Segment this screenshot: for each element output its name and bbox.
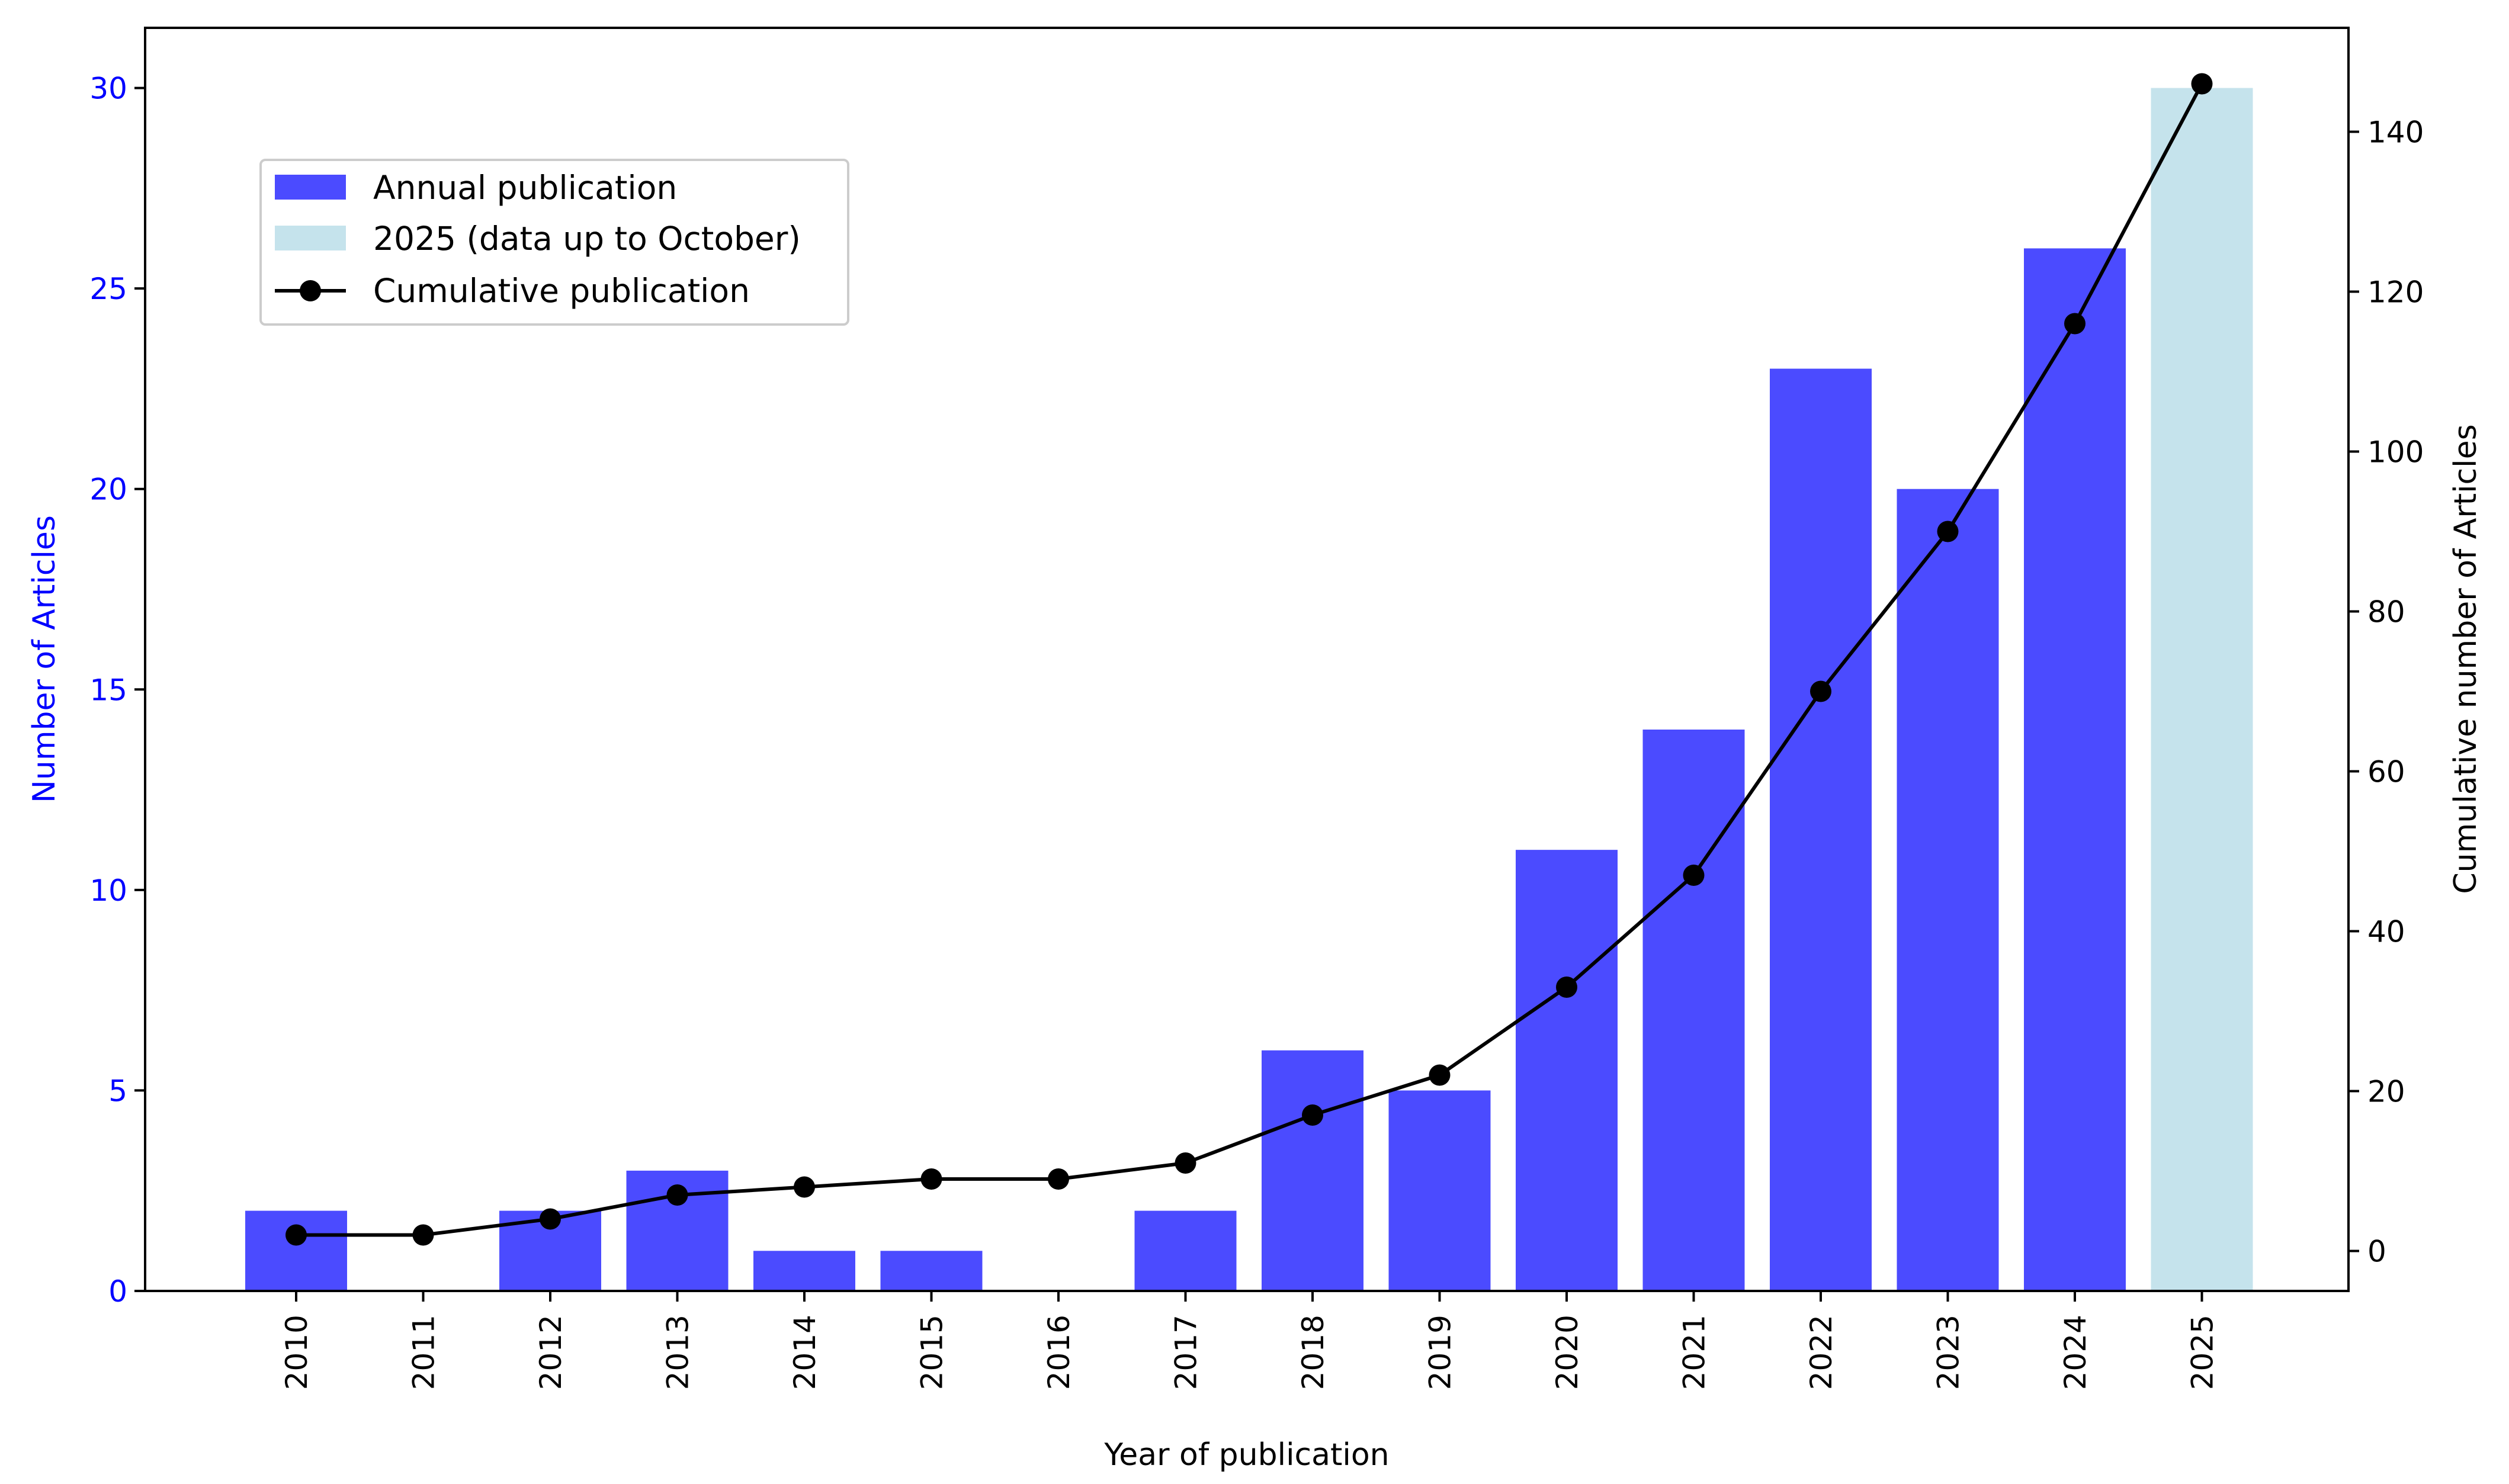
bar-annual-2020 <box>1516 850 1618 1291</box>
cumulative-point-2021 <box>1683 865 1705 886</box>
x-tick-label-2023: 2023 <box>1932 1315 1966 1390</box>
plot-frame <box>144 27 2350 1292</box>
x-tick-label-2015: 2015 <box>915 1315 949 1390</box>
bar-annual-2014 <box>753 1251 855 1291</box>
x-tick-label-2017: 2017 <box>1169 1315 1204 1390</box>
left-y-axis: 0 5 10 15 20 25 30 <box>89 72 145 1309</box>
x-tick-label-2014: 2014 <box>788 1315 822 1390</box>
right-tick-label-80: 80 <box>2367 595 2405 629</box>
right-tick-label-100: 100 <box>2367 435 2424 470</box>
cumulative-point-2022 <box>1810 680 1831 702</box>
legend: Annual publication 2025 (data up to Octo… <box>259 159 849 326</box>
cumulative-line-layer <box>285 73 2213 1246</box>
right-tick-label-140: 140 <box>2367 115 2424 150</box>
bar-annual-2023 <box>1897 489 1999 1291</box>
cumulative-point-2025 <box>2191 73 2213 95</box>
cumulative-point-2015 <box>920 1168 942 1190</box>
left-tick-label-25: 25 <box>89 272 127 306</box>
legend-swatch-marker <box>300 280 321 301</box>
bars-layer <box>245 88 2253 1292</box>
cumulative-point-2017 <box>1175 1152 1196 1174</box>
cumulative-point-2013 <box>666 1184 688 1206</box>
left-y-axis-title: Number of Articles <box>27 515 62 803</box>
x-tick-label-2022: 2022 <box>1804 1315 1839 1390</box>
left-tick-label-0: 0 <box>108 1274 127 1309</box>
left-tick-label-15: 15 <box>89 673 127 707</box>
cumulative-point-2024 <box>2064 313 2086 335</box>
bar-annual-2018 <box>1262 1050 1363 1291</box>
x-tick-label-2018: 2018 <box>1296 1315 1330 1390</box>
x-tick-label-2021: 2021 <box>1677 1315 1712 1390</box>
left-tick-label-10: 10 <box>89 873 127 908</box>
legend-label-cumulative: Cumulative publication <box>373 272 750 310</box>
x-axis-title: Year of publication <box>1103 1437 1389 1473</box>
bar-annual-2022 <box>1770 368 1872 1291</box>
x-tick-label-2020: 2020 <box>1550 1315 1584 1390</box>
left-tick-label-20: 20 <box>89 473 127 507</box>
cumulative-point-2010 <box>285 1224 307 1246</box>
cumulative-point-2012 <box>540 1208 561 1230</box>
right-tick-label-40: 40 <box>2367 915 2405 949</box>
bar-annual-2021 <box>1642 730 1745 1291</box>
cumulative-point-2023 <box>1937 521 1959 542</box>
x-tick-label-2019: 2019 <box>1423 1315 1458 1390</box>
right-tick-label-120: 120 <box>2367 275 2424 310</box>
left-tick-label-5: 5 <box>108 1074 127 1108</box>
cumulative-point-2014 <box>794 1176 815 1198</box>
cumulative-point-2020 <box>1556 977 1577 998</box>
cumulative-point-2019 <box>1429 1064 1451 1086</box>
right-y-axis-title: Cumulative number of Articles <box>2448 424 2484 894</box>
bar-annual-2024 <box>2024 248 2126 1291</box>
bar-partial-2025 <box>2151 88 2253 1292</box>
x-axis: 2010 2011 2012 2013 2014 2015 2016 2017 2018 2019… <box>280 1291 2220 1390</box>
x-tick-label-2024: 2024 <box>2058 1315 2093 1390</box>
cumulative-point-2011 <box>412 1224 434 1246</box>
bar-annual-2019 <box>1388 1090 1491 1291</box>
legend-label-annual: Annual publication <box>373 169 677 207</box>
x-tick-label-2012: 2012 <box>534 1315 568 1390</box>
cumulative-point-2018 <box>1302 1104 1323 1126</box>
cumulative-line <box>296 83 2204 1237</box>
right-tick-label-20: 20 <box>2367 1075 2405 1109</box>
legend-swatch-annual <box>275 175 346 200</box>
cumulative-point-2016 <box>1048 1168 1069 1190</box>
bar-annual-2010 <box>245 1210 347 1291</box>
right-tick-label-60: 60 <box>2367 755 2405 789</box>
bar-annual-2017 <box>1134 1210 1237 1291</box>
legend-box <box>259 159 849 326</box>
x-tick-label-2010: 2010 <box>280 1315 314 1390</box>
legend-swatch-partial <box>275 226 346 250</box>
left-tick-label-30: 30 <box>89 72 127 106</box>
bar-annual-2015 <box>880 1251 983 1291</box>
x-tick-label-2013: 2013 <box>661 1315 695 1390</box>
x-tick-label-2011: 2011 <box>407 1315 441 1390</box>
x-tick-label-2016: 2016 <box>1042 1315 1076 1390</box>
right-tick-label-0: 0 <box>2367 1235 2386 1269</box>
legend-label-partial: 2025 (data up to October) <box>373 220 801 258</box>
right-y-axis: 0 20 40 60 80 100 120 140 <box>2348 115 2424 1269</box>
x-tick-label-2025: 2025 <box>2186 1315 2220 1390</box>
